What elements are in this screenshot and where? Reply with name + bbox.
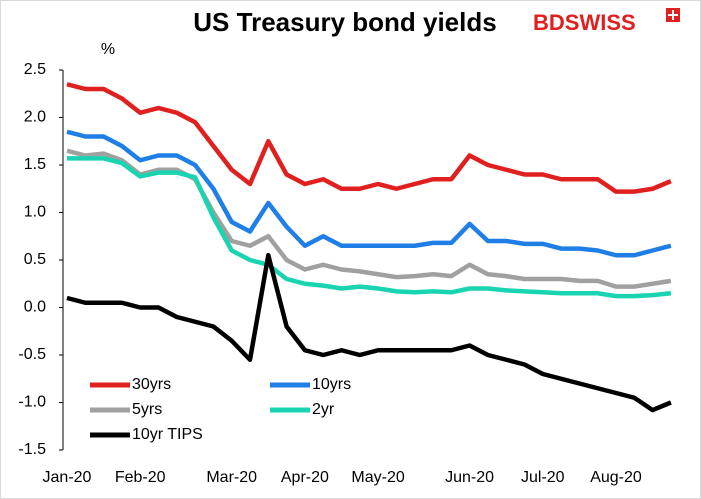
y-tick-label: -0.5 [18, 346, 46, 363]
x-tick-label: Jun-20 [445, 469, 494, 486]
y-tick-label: 0.5 [24, 251, 46, 268]
legend-label: 10yrs [312, 376, 351, 393]
legend-label: 30yrs [132, 376, 171, 393]
y-tick-label: 1.5 [24, 156, 46, 173]
unit-label: % [101, 41, 115, 58]
x-tick-label: May-20 [351, 469, 404, 486]
x-tick-label: Feb-20 [115, 469, 166, 486]
series-line [67, 156, 672, 299]
x-tick-label: Apr-20 [281, 469, 329, 486]
x-tick-label: Mar-20 [206, 469, 257, 486]
y-tick-label: 2.5 [24, 61, 46, 78]
series-line [66, 82, 672, 194]
legend-label: 10yr TIPS [132, 426, 203, 443]
legend-label: 2yr [312, 401, 335, 418]
y-tick-label: 1.0 [24, 204, 46, 221]
series-line [66, 253, 672, 413]
y-tick-label: 2.0 [24, 109, 46, 126]
series-line [66, 148, 672, 289]
x-tick-label: Jan-20 [43, 469, 92, 486]
x-tick-label: Jul-20 [521, 469, 565, 486]
logo: BDSWISS [533, 10, 636, 35]
y-tick-label: 0.0 [24, 299, 46, 316]
series-line [66, 129, 672, 258]
chart-title: US Treasury bond yields [193, 7, 496, 37]
legend-label: 5yrs [132, 401, 162, 418]
y-tick-label: -1.0 [18, 394, 46, 411]
y-tick-label: -1.5 [18, 441, 46, 458]
logo-plus [668, 10, 678, 20]
x-tick-label: Aug-20 [590, 469, 642, 486]
